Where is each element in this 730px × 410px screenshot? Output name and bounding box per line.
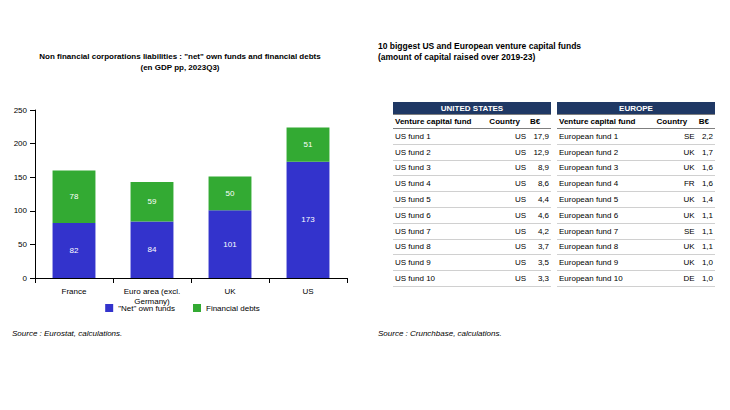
html-text:4,6: 4,6 — [537, 210, 549, 220]
html-text:Country: Country — [489, 117, 520, 126]
svg-text:50: 50 — [18, 240, 27, 249]
html-text:UK: UK — [683, 163, 695, 173]
html-text:US: US — [514, 163, 526, 173]
html-text:UNITED STATES: UNITED STATES — [440, 103, 504, 113]
html-text:4,2: 4,2 — [537, 226, 549, 236]
svg-text:UK: UK — [224, 287, 236, 296]
svg-text:"Net" own funds: "Net" own funds — [118, 304, 175, 313]
html-text:UK: UK — [683, 210, 695, 220]
html-text:European fund 3: European fund 3 — [559, 163, 619, 173]
html-text:12,9: 12,9 — [533, 147, 549, 157]
html-text:US fund 1: US fund 1 — [395, 131, 431, 141]
html-text:1,6: 1,6 — [701, 179, 713, 189]
html-text:1,1: 1,1 — [701, 210, 713, 220]
svg-text:France: France — [62, 287, 87, 296]
html-text:European fund 5: European fund 5 — [559, 195, 619, 205]
html-text:European fund 4: European fund 4 — [559, 179, 619, 189]
html-text:US: US — [514, 147, 526, 157]
html-text:European fund 1: European fund 1 — [559, 131, 619, 141]
html-text:European fund 6: European fund 6 — [559, 210, 619, 220]
html-text:10 biggest US and European ven: 10 biggest US and European venture capit… — [378, 41, 582, 62]
html-text:1,4: 1,4 — [701, 195, 713, 205]
html-text:B€: B€ — [698, 117, 709, 126]
html-text:US fund 9: US fund 9 — [395, 258, 431, 268]
html-text:1,1: 1,1 — [701, 242, 713, 252]
html-text:Country: Country — [656, 117, 688, 126]
html-text:1,6: 1,6 — [701, 163, 713, 173]
html-text:US fund 6: US fund 6 — [395, 210, 431, 220]
svg-text:101: 101 — [223, 240, 237, 249]
html-text:US: US — [514, 131, 526, 141]
html-text:1,7: 1,7 — [701, 147, 713, 157]
html-text:UK: UK — [683, 258, 695, 268]
svg-text:Germany): Germany) — [134, 296, 170, 306]
svg-text:173: 173 — [301, 215, 315, 224]
html-text:European fund 7: European fund 7 — [559, 226, 619, 236]
html-text:4,4: 4,4 — [537, 195, 549, 205]
svg-text:78: 78 — [70, 192, 79, 201]
svg-text:US: US — [302, 287, 313, 296]
html-text:US fund 8: US fund 8 — [395, 242, 431, 252]
html-text:UK: UK — [683, 147, 695, 157]
html-text:Venture capital fund: Venture capital fund — [559, 117, 636, 126]
html-text:US fund 2: US fund 2 — [395, 147, 431, 157]
html-text:US: US — [514, 195, 526, 205]
svg-text:100: 100 — [14, 206, 28, 215]
svg-text:150: 150 — [14, 173, 28, 182]
html-text:DE: DE — [683, 274, 695, 284]
svg-text:51: 51 — [304, 140, 313, 149]
svg-text:(en GDP pp, 2023Q3): (en GDP pp, 2023Q3) — [141, 63, 220, 72]
html-text:US fund 3: US fund 3 — [395, 163, 431, 173]
html-text:European fund 2: European fund 2 — [559, 147, 619, 157]
svg-text:84: 84 — [148, 245, 157, 254]
html-text:US: US — [514, 258, 526, 268]
html-text:UK: UK — [683, 195, 695, 205]
html-text:1,0: 1,0 — [701, 274, 713, 284]
html-text:8,9: 8,9 — [537, 163, 549, 173]
html-text:EUROPE: EUROPE — [619, 103, 653, 113]
html-text:SE: SE — [684, 226, 695, 236]
html-text:3,7: 3,7 — [537, 242, 549, 252]
svg-text:50: 50 — [226, 189, 235, 198]
html-text:US fund 10: US fund 10 — [395, 274, 435, 284]
html-text:FR: FR — [684, 179, 695, 189]
html-text:US: US — [514, 179, 526, 189]
html-text:17,9: 17,9 — [533, 131, 549, 141]
svg-text:Euro area (excl.: Euro area (excl. — [124, 287, 180, 296]
svg-text:200: 200 — [14, 139, 28, 148]
html-text:US: US — [514, 274, 526, 284]
html-text:US: US — [514, 242, 526, 252]
html-text:European fund 9: European fund 9 — [559, 258, 619, 268]
html-text:1,1: 1,1 — [701, 226, 713, 236]
svg-text:Financial debts: Financial debts — [206, 304, 260, 313]
html-text:8,6: 8,6 — [537, 179, 549, 189]
html-text:B€: B€ — [530, 117, 541, 126]
html-text:3,3: 3,3 — [537, 274, 549, 284]
html-text:US fund 7: US fund 7 — [395, 226, 431, 236]
html-text:US fund 4: US fund 4 — [395, 179, 431, 189]
html-text:3,5: 3,5 — [537, 258, 549, 268]
html-text:European fund 10: European fund 10 — [559, 274, 623, 284]
html-text:US fund 5: US fund 5 — [395, 195, 431, 205]
html-text:2,2: 2,2 — [701, 131, 713, 141]
svg-text:Non financial corporations lia: Non financial corporations liabilities :… — [39, 52, 321, 61]
svg-text:0: 0 — [23, 274, 28, 283]
html-text:SE: SE — [684, 131, 695, 141]
html-text:UK: UK — [683, 242, 695, 252]
html-text:US: US — [514, 210, 526, 220]
html-text:European fund 8: European fund 8 — [559, 242, 619, 252]
html-text:Venture capital fund: Venture capital fund — [395, 117, 472, 126]
svg-text:59: 59 — [148, 197, 157, 206]
html-text:Source : Eurostat, calculation: Source : Eurostat, calculations. — [12, 329, 123, 338]
svg-text:250: 250 — [14, 106, 28, 115]
svg-text:82: 82 — [70, 246, 79, 255]
html-text:Source : Crunchbase, calculati: Source : Crunchbase, calculations. — [378, 329, 502, 338]
html-text:US: US — [514, 226, 526, 236]
html-text:1,0: 1,0 — [701, 258, 713, 268]
